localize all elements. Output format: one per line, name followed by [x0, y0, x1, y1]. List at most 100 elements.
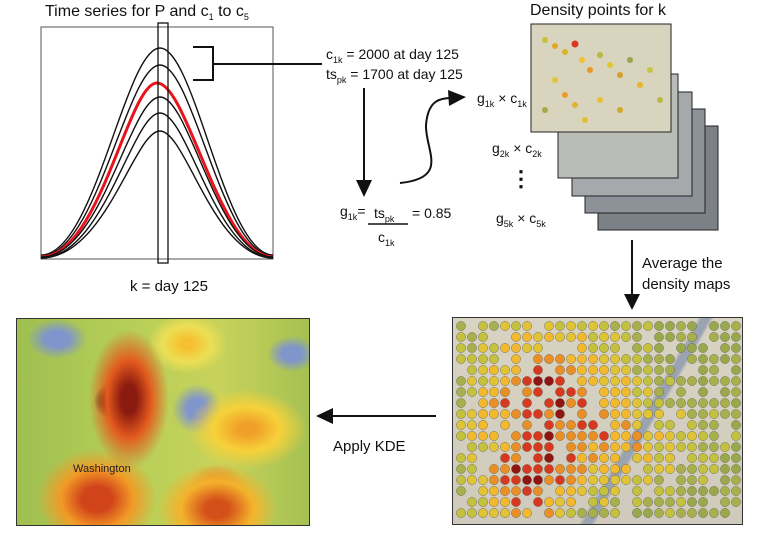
density-point: [599, 486, 609, 496]
average-label-line-1: Average the: [642, 255, 723, 272]
density-point: [478, 475, 488, 485]
density-point: [533, 365, 543, 375]
density-point: [588, 365, 598, 375]
density-point: [467, 475, 477, 485]
density-point: [665, 332, 675, 342]
kde-label: Apply KDE: [333, 438, 406, 455]
density-point: [621, 464, 631, 474]
density-point: [522, 486, 532, 496]
density-point: [489, 398, 499, 408]
density-point: [621, 321, 631, 331]
density-point: [478, 321, 488, 331]
density-point: [478, 508, 488, 518]
density-point: [577, 508, 587, 518]
density-point: [511, 376, 521, 386]
density-point: [478, 420, 488, 430]
density-point: [588, 321, 598, 331]
density-point: [467, 376, 477, 386]
density-point: [555, 508, 565, 518]
density-point: [555, 420, 565, 430]
density-point: [577, 486, 587, 496]
density-point: [500, 376, 510, 386]
density-point: [533, 497, 543, 507]
density-point: [555, 365, 565, 375]
density-point: [610, 420, 620, 430]
density-point: [720, 376, 730, 386]
density-point: [489, 497, 499, 507]
density-point: [522, 508, 532, 518]
density-point: [522, 321, 532, 331]
density-point: [478, 409, 488, 419]
density-point: [467, 409, 477, 419]
density-point: [731, 453, 741, 463]
density-point: [720, 398, 730, 408]
density-point: [654, 497, 664, 507]
stack-label-2: g2k × c2k: [492, 140, 542, 159]
density-point: [500, 475, 510, 485]
density-point: [467, 332, 477, 342]
density-point: [588, 343, 598, 353]
density-point: [687, 354, 697, 364]
density-point: [522, 332, 532, 342]
density-point: [489, 464, 499, 474]
density-point: [698, 464, 708, 474]
density-point: [544, 376, 554, 386]
density-point: [511, 442, 521, 452]
density-point: [555, 354, 565, 364]
density-point: [467, 387, 477, 397]
density-point: [720, 343, 730, 353]
stack-label-5: g5k × c5k: [496, 210, 546, 229]
density-point: [511, 409, 521, 419]
density-point: [599, 453, 609, 463]
density-point: [489, 321, 499, 331]
density-point: [566, 475, 576, 485]
density-point: [709, 431, 719, 441]
density-point: [577, 431, 587, 441]
density-point: [665, 365, 675, 375]
density-point: [544, 497, 554, 507]
density-point: [709, 376, 719, 386]
g-equation-value: = 0.85: [412, 205, 452, 221]
density-point: [467, 453, 477, 463]
density-point: [610, 431, 620, 441]
density-point: [610, 343, 620, 353]
density-point: [566, 464, 576, 474]
density-point: [522, 431, 532, 441]
curve-5: [40, 130, 274, 259]
density-point: [731, 387, 741, 397]
density-point: [544, 453, 554, 463]
density-point: [577, 475, 587, 485]
density-point: [555, 475, 565, 485]
density-point: [467, 508, 477, 518]
density-point: [632, 486, 642, 496]
density-point: [533, 387, 543, 397]
density-point: [676, 464, 686, 474]
density-point: [577, 398, 587, 408]
density-point: [676, 508, 686, 518]
density-point: [467, 343, 477, 353]
density-point: [698, 497, 708, 507]
density-point: [467, 442, 477, 452]
density-point: [698, 398, 708, 408]
density-point: [478, 332, 488, 342]
density-point: [709, 486, 719, 496]
density-point: [522, 376, 532, 386]
density-point: [522, 387, 532, 397]
density-point: [566, 442, 576, 452]
density-point: [610, 365, 620, 375]
density-point: [698, 376, 708, 386]
density-point: [577, 332, 587, 342]
density-point: [621, 387, 631, 397]
average-arrow-head: [624, 294, 640, 310]
density-point: [588, 453, 598, 463]
density-point: [632, 508, 642, 518]
density-point: [654, 464, 664, 474]
density-point: [456, 398, 466, 408]
density-point: [599, 365, 609, 375]
density-point: [687, 497, 697, 507]
density-point: [489, 365, 499, 375]
density-point: [577, 376, 587, 386]
density-point: [511, 475, 521, 485]
density-point: [731, 420, 741, 430]
density-point: [610, 464, 620, 474]
